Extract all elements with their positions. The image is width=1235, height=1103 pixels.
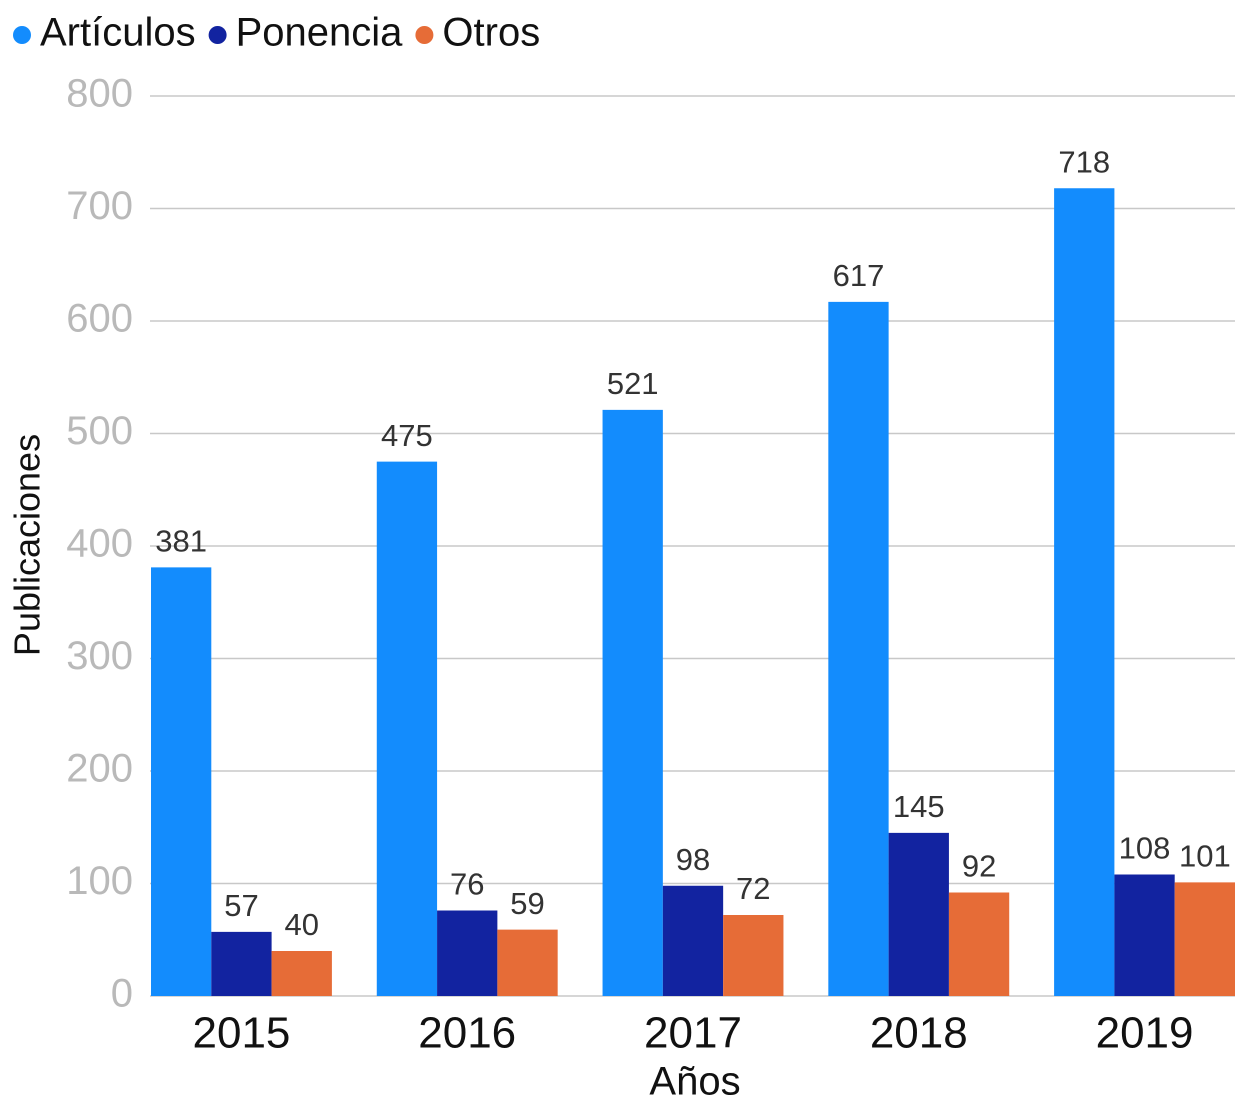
value-label: 381 — [155, 524, 207, 559]
x-tick-label: 2017 — [644, 1009, 742, 1058]
value-label: 101 — [1179, 839, 1231, 874]
y-axis-label: Publicaciones — [7, 434, 48, 656]
value-label: 92 — [962, 849, 996, 884]
legend-label: Artículos — [40, 11, 196, 55]
value-label: 521 — [607, 366, 659, 401]
bar — [151, 567, 212, 996]
legend-marker — [208, 26, 227, 44]
value-label: 145 — [893, 789, 945, 824]
value-label: 76 — [450, 867, 484, 902]
value-label: 57 — [224, 888, 258, 923]
bar — [602, 409, 663, 996]
y-tick-label: 600 — [66, 297, 133, 341]
bar — [723, 915, 784, 996]
bar — [211, 931, 272, 996]
value-label: 59 — [510, 886, 544, 921]
bar — [662, 885, 724, 996]
value-label: 475 — [381, 418, 433, 453]
legend-marker — [415, 26, 434, 44]
x-tick-label: 2019 — [1096, 1009, 1194, 1058]
y-tick-label: 800 — [66, 72, 133, 116]
bar — [437, 910, 498, 996]
y-tick-label: 500 — [66, 409, 133, 453]
bar — [271, 951, 332, 996]
x-tick-label: 2016 — [418, 1009, 516, 1058]
legend-label: Otros — [442, 11, 540, 55]
legend-label: Ponencia — [236, 11, 404, 55]
bar — [1054, 188, 1115, 996]
bar — [888, 832, 949, 996]
x-axis-label: Años — [649, 1060, 740, 1103]
bar — [497, 929, 558, 996]
value-label: 72 — [736, 871, 770, 906]
y-tick-label: 400 — [66, 522, 133, 566]
bar — [1174, 882, 1235, 996]
x-tick-label: 2018 — [870, 1009, 968, 1058]
value-label: 98 — [676, 842, 710, 877]
legend-marker — [13, 26, 31, 44]
x-tick-label: 2015 — [193, 1009, 291, 1058]
y-tick-label: 700 — [66, 184, 133, 228]
bar — [948, 892, 1010, 996]
value-label: 617 — [833, 258, 885, 293]
value-label: 40 — [285, 907, 319, 942]
y-tick-label: 0 — [111, 972, 133, 1016]
y-tick-label: 100 — [66, 859, 133, 903]
value-label: 718 — [1058, 144, 1110, 179]
y-tick-label: 300 — [66, 634, 133, 678]
bar — [1114, 874, 1175, 996]
y-tick-label: 200 — [66, 747, 133, 791]
bar — [828, 301, 889, 996]
value-label: 108 — [1119, 831, 1171, 866]
bar — [376, 461, 438, 996]
